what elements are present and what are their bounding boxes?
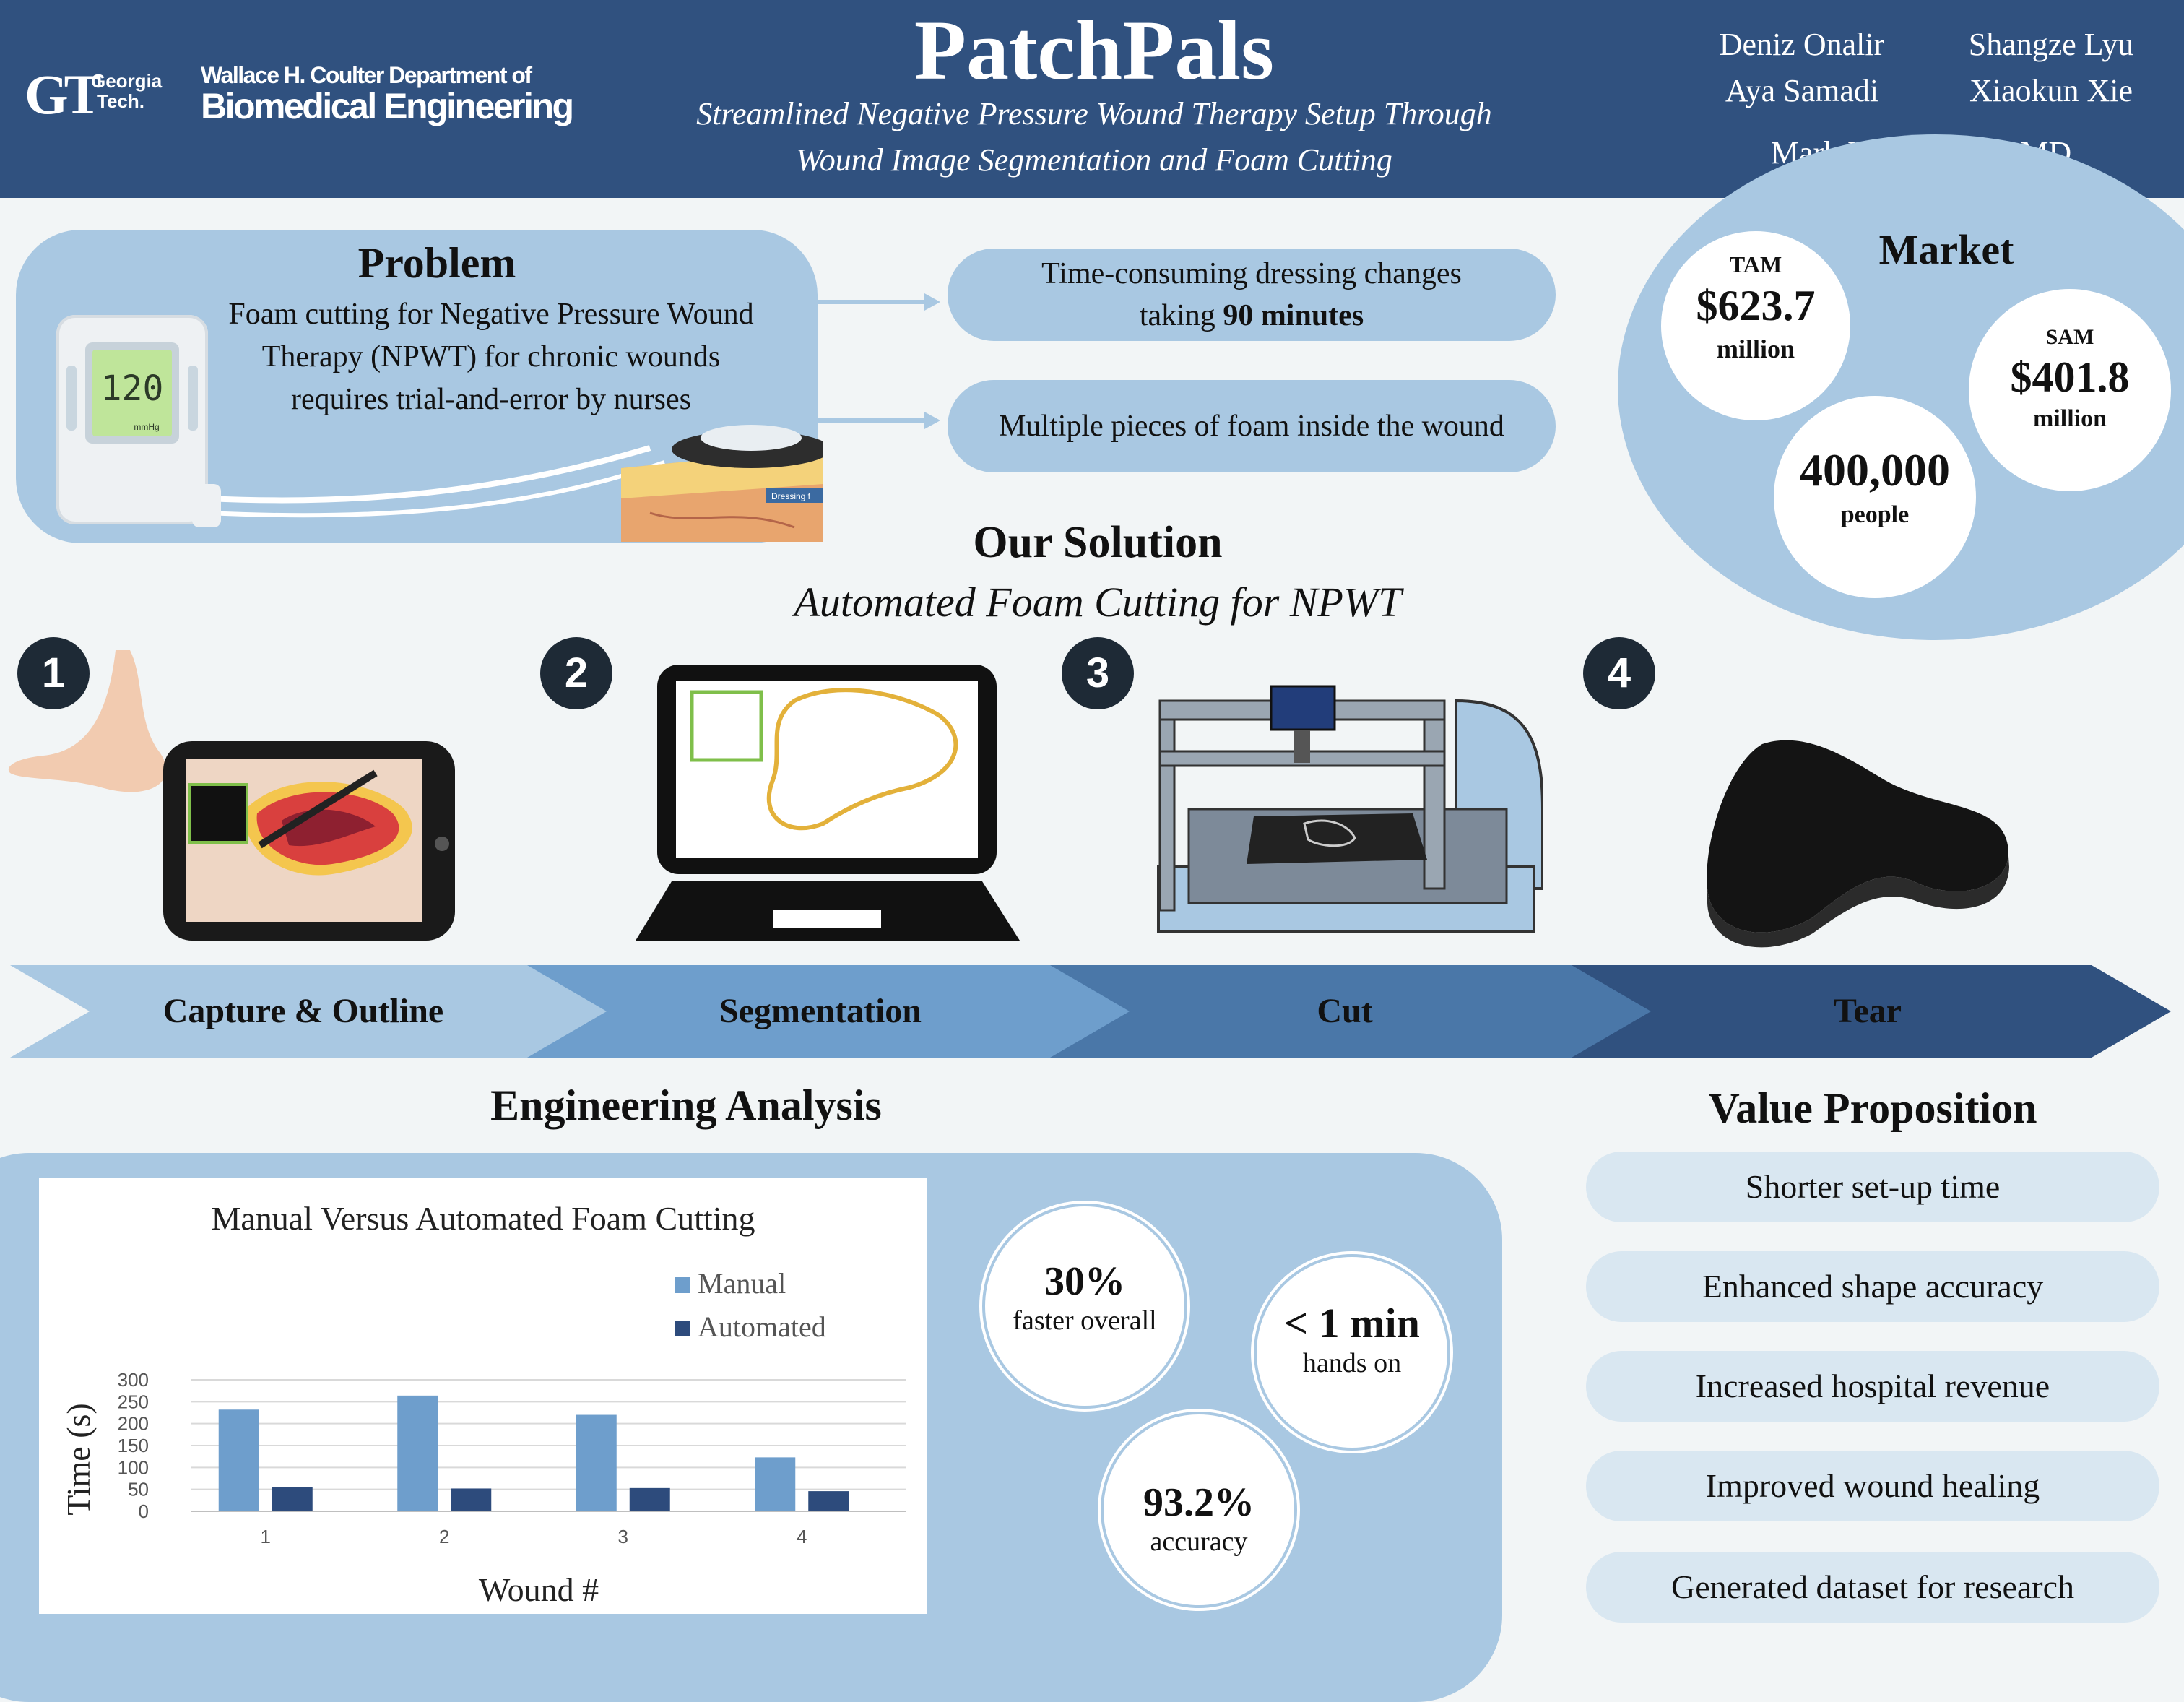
hands-on-stat-bubble: < 1 min hands on (1257, 1257, 1447, 1448)
bar-automated-wound-2 (451, 1488, 492, 1511)
y-tick-label: 300 (118, 1369, 149, 1391)
subtitle-line-1: Streamlined Negative Pressure Wound Ther… (696, 96, 1492, 131)
value-item: Shorter set-up time (1586, 1152, 2159, 1222)
bar-manual-wound-4 (755, 1457, 796, 1511)
author-name: Deniz Onalir (1719, 27, 1885, 62)
capture-illustration (8, 650, 455, 941)
bar-automated-wound-4 (808, 1491, 849, 1511)
department-line-2: Biomedical Engineering (201, 86, 574, 126)
sam-bubble: SAM $401.8 million (1969, 289, 2171, 491)
bar-manual-wound-2 (397, 1395, 438, 1511)
y-tick-label: 50 (128, 1479, 149, 1500)
legend-swatch-manual (675, 1277, 690, 1293)
problem-point-1: Time-consuming dressing changes taking 9… (948, 249, 1556, 341)
problem-arrows (816, 293, 940, 429)
device-unit: mmHg (134, 422, 160, 432)
dressing-label: Dressing f (771, 491, 811, 501)
step-3-number: 3 (1062, 637, 1134, 709)
segmentation-illustration (636, 665, 1020, 941)
legend-label-manual: Manual (698, 1267, 786, 1300)
author-name: Shangze Lyu (1968, 27, 2134, 62)
bar-manual-wound-3 (576, 1414, 617, 1511)
step-2-number: 2 (540, 637, 612, 709)
poster-title: PatchPals (914, 3, 1275, 98)
x-tick-label: 3 (618, 1526, 628, 1547)
y-tick-label: 100 (118, 1456, 149, 1478)
legend-swatch-automated (675, 1321, 690, 1336)
y-axis-label: Time (s) (60, 1403, 97, 1516)
x-axis-label: Wound # (479, 1571, 599, 1608)
device-reading: 120 (100, 368, 164, 409)
chart-panel (39, 1178, 927, 1614)
x-tick-label: 2 (439, 1526, 449, 1547)
chart-title: Manual Versus Automated Foam Cutting (211, 1200, 755, 1237)
department-line-1: Wallace H. Coulter Department of (201, 62, 532, 88)
y-tick-label: 250 (118, 1391, 149, 1412)
cutter-illustration (1157, 685, 1543, 933)
step-3-label: Cut (1317, 992, 1373, 1030)
subtitle-line-2: Wound Image Segmentation and Foam Cuttin… (796, 142, 1392, 178)
georgia-tech-logo: GT (25, 63, 102, 126)
analysis-heading: Engineering Analysis (490, 1081, 882, 1129)
tubing-and-wound-illustration: Dressing f (192, 425, 823, 542)
value-item: Generated dataset for research (1586, 1552, 2159, 1623)
npwt-device-illustration: 120 mmHg (56, 315, 208, 524)
market-heading: Market (1878, 226, 2014, 273)
solution-heading: Our Solution (973, 518, 1223, 567)
foam-piece-illustration (1707, 740, 2009, 948)
process-chevron-bar (10, 965, 2171, 1058)
y-tick-label: 200 (118, 1413, 149, 1435)
step-1-label: Capture & Outline (162, 992, 444, 1030)
value-item: Improved wound healing (1586, 1451, 2159, 1521)
speed-stat-bubble: 30% faster overall (985, 1206, 1184, 1406)
accuracy-stat-bubble: 93.2% accuracy (1104, 1414, 1294, 1605)
step-1-number: 1 (17, 637, 90, 709)
solution-subheading: Automated Foam Cutting for NPWT (794, 579, 1402, 626)
x-tick-label: 1 (261, 1526, 271, 1547)
x-tick-label: 4 (797, 1526, 807, 1547)
problem-text: Foam cutting for Negative Pressure Wound… (228, 298, 754, 416)
value-proposition-heading: Value Proposition (1708, 1084, 2037, 1132)
poster-header: GT Georgia Tech. Wallace H. Coulter Depa… (0, 0, 2184, 198)
problem-point-2: Multiple pieces of foam inside the wound (948, 380, 1556, 472)
step-4-label: Tear (1833, 992, 1902, 1030)
step-2-label: Segmentation (719, 992, 922, 1030)
legend-label-automated: Automated (698, 1310, 826, 1343)
bar-automated-wound-1 (272, 1487, 313, 1511)
bar-manual-wound-1 (218, 1409, 259, 1511)
author-name: Xiaokun Xie (1969, 73, 2133, 108)
y-tick-label: 0 (139, 1500, 149, 1522)
problem-heading: Problem (358, 239, 516, 287)
georgia-tech-wordmark: Georgia Tech. (91, 70, 162, 112)
tam-bubble: TAM $623.7 million (1661, 231, 1850, 420)
bar-automated-wound-3 (629, 1487, 670, 1511)
value-item: Increased hospital revenue (1586, 1351, 2159, 1422)
y-tick-label: 150 (118, 1435, 149, 1456)
value-item: Enhanced shape accuracy (1586, 1251, 2159, 1322)
people-bubble: 400,000 people (1774, 396, 1976, 598)
step-4-number: 4 (1583, 637, 1655, 709)
bar-chart: 0 50 100 150 200 250 300 1 2 3 4 Manual … (60, 1267, 906, 1608)
author-name: Aya Samadi (1725, 73, 1879, 108)
